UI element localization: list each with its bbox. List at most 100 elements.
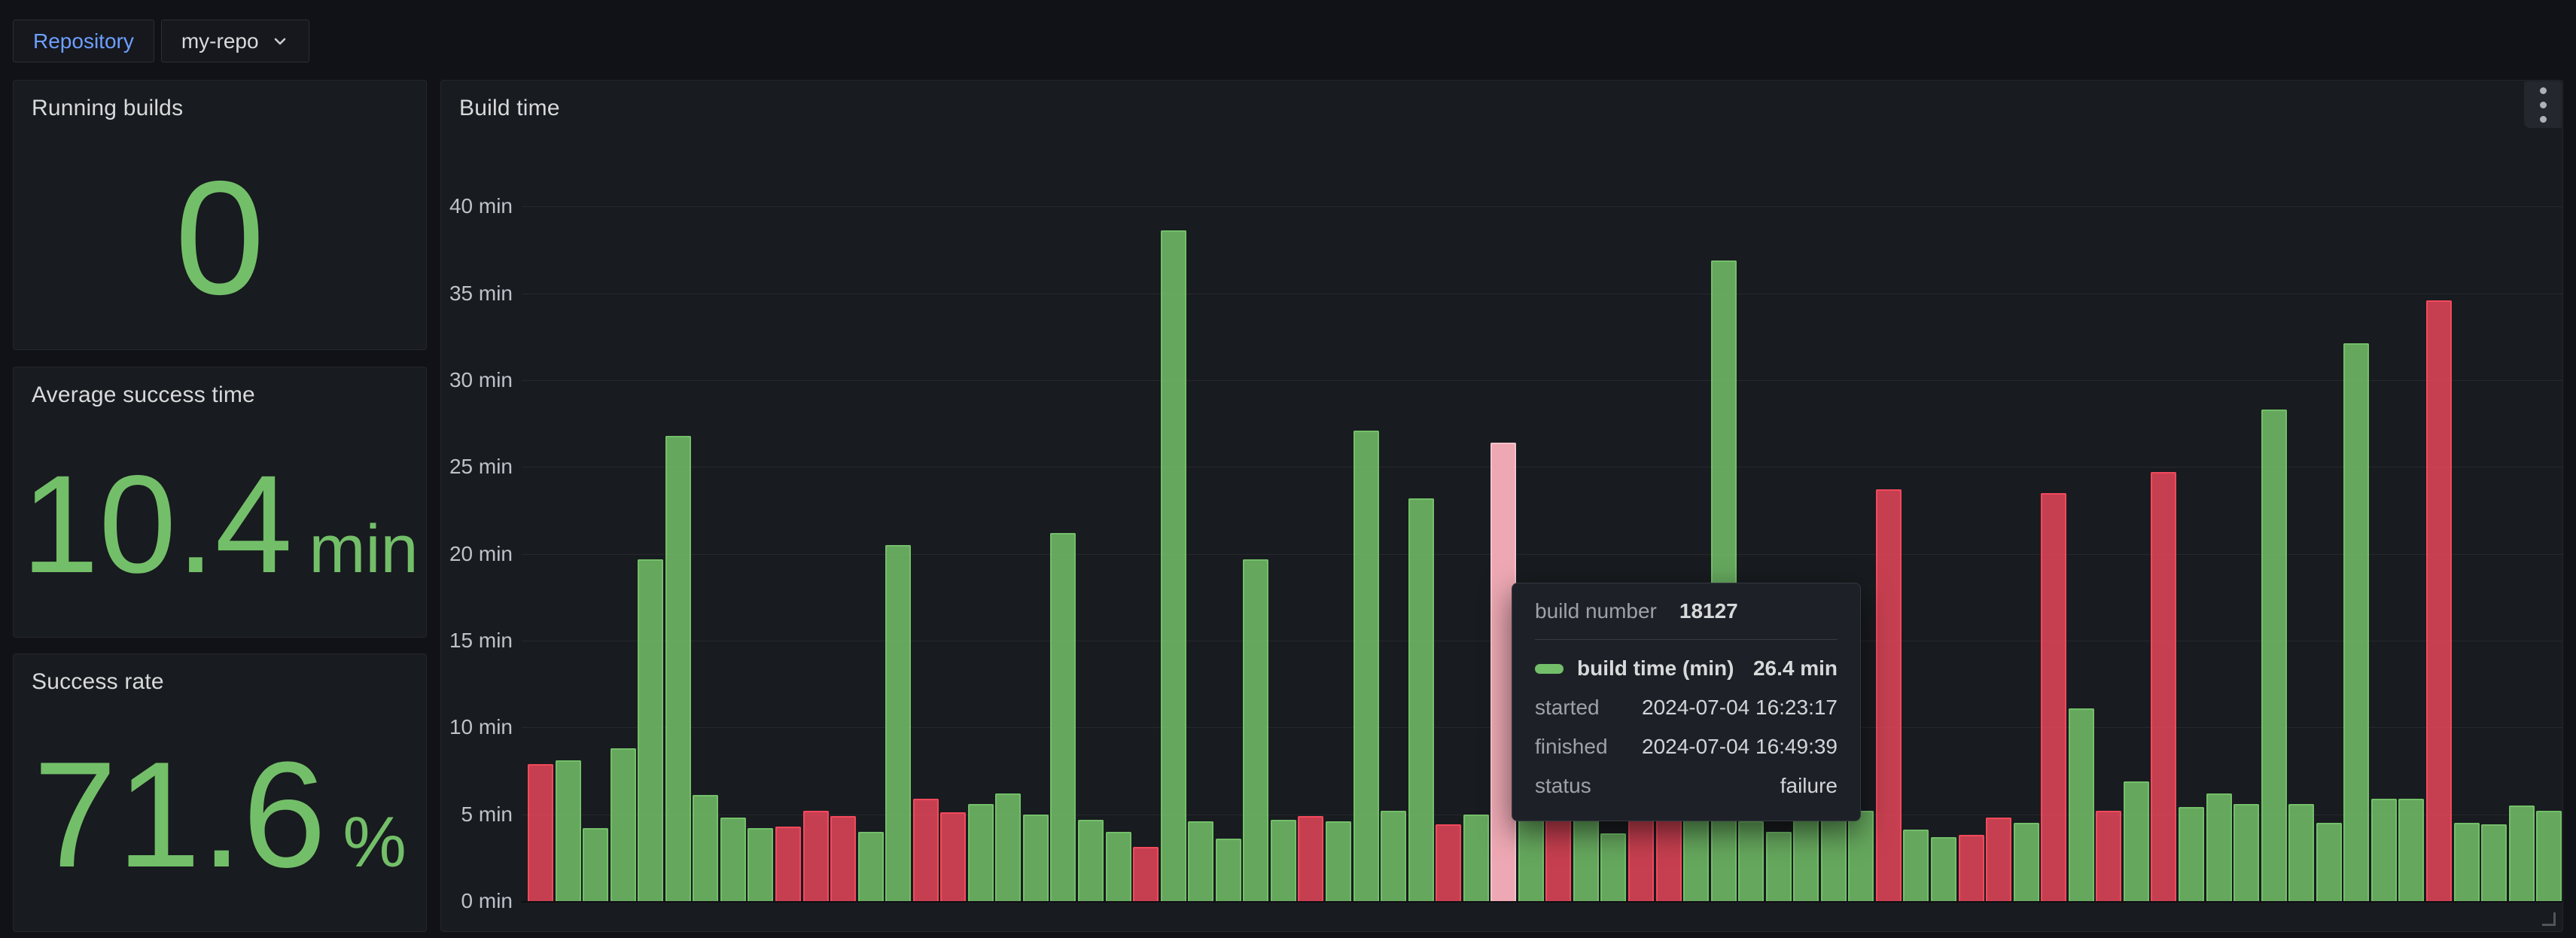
bar[interactable] (720, 818, 746, 901)
bar[interactable] (803, 811, 829, 901)
bar[interactable] (2206, 793, 2232, 901)
series-color-swatch (1535, 663, 1564, 674)
bar[interactable] (1573, 818, 1599, 901)
y-axis-tick-label: 0 min (461, 889, 513, 912)
bar[interactable] (583, 828, 608, 901)
tooltip-row-value: 2024-07-04 16:49:39 (1642, 735, 1838, 758)
bar[interactable] (2316, 823, 2342, 901)
bar[interactable] (885, 545, 911, 901)
bar[interactable] (2261, 410, 2287, 901)
bar[interactable] (2509, 806, 2535, 901)
tooltip-row-finished: finished 2024-07-04 16:49:39 (1535, 727, 1838, 766)
bar[interactable] (1518, 818, 1544, 901)
bar[interactable] (1271, 820, 1296, 901)
bar[interactable] (1876, 489, 1902, 901)
bar[interactable] (1078, 820, 1104, 901)
repository-select[interactable]: my-repo (160, 20, 309, 62)
bar[interactable] (1545, 818, 1571, 901)
panel-title: Success rate (32, 669, 164, 694)
bar[interactable] (1353, 431, 1379, 901)
bar[interactable] (2041, 493, 2066, 901)
bar[interactable] (1381, 811, 1406, 901)
chart-tooltip: build number 18127 build time (min) 26.4… (1512, 583, 1861, 821)
bar[interactable] (528, 764, 553, 901)
bar[interactable] (968, 804, 994, 901)
bar[interactable] (2014, 823, 2039, 901)
bar[interactable] (1161, 230, 1186, 901)
bar[interactable] (1436, 824, 1461, 901)
bar[interactable] (2233, 804, 2259, 901)
bar[interactable] (1959, 835, 1984, 901)
bar[interactable] (556, 760, 581, 901)
bar[interactable] (2398, 799, 2424, 901)
y-axis-tick-label: 35 min (449, 282, 513, 305)
bar[interactable] (1683, 818, 1709, 901)
bar[interactable] (1628, 818, 1654, 901)
bar[interactable] (1463, 815, 1489, 901)
bar[interactable] (665, 436, 691, 901)
bar[interactable] (2536, 811, 2562, 901)
panel-running-builds: Running builds 0 (13, 80, 427, 350)
panel-resize-handle[interactable] (2542, 912, 2556, 926)
bar[interactable] (995, 793, 1021, 901)
chevron-down-icon (274, 38, 285, 44)
bar[interactable] (1986, 818, 2011, 901)
bar[interactable] (1243, 559, 1268, 901)
tooltip-row-label: finished (1535, 735, 1608, 758)
bar[interactable] (2426, 300, 2452, 901)
bar[interactable] (2481, 824, 2507, 901)
bar[interactable] (830, 816, 856, 901)
bar[interactable] (1326, 821, 1351, 901)
bar[interactable] (748, 828, 773, 901)
kebab-menu-icon (2539, 87, 2547, 123)
bar[interactable] (1931, 837, 1956, 901)
bar[interactable] (1656, 820, 1682, 901)
y-axis-tick-label: 5 min (461, 802, 513, 826)
bar[interactable] (1133, 847, 1159, 901)
tooltip-series-value: 26.4 min (1752, 656, 1838, 680)
panel-build-time: Build time 0 min 5 min 10 min 15 min 20 min 2… (440, 80, 2563, 932)
bar[interactable] (2096, 811, 2121, 901)
bar[interactable] (2069, 708, 2094, 901)
tooltip-row-label: started (1535, 696, 1600, 719)
bar[interactable] (611, 748, 636, 901)
panel-menu-button[interactable] (2524, 81, 2562, 128)
bar[interactable] (913, 799, 939, 901)
bar[interactable] (1766, 832, 1792, 901)
bar[interactable] (1738, 821, 1764, 901)
bar[interactable] (1408, 498, 1434, 901)
tooltip-header-label: build number (1535, 599, 1657, 623)
bar[interactable] (2288, 804, 2314, 901)
panel-title: Average success time (32, 382, 255, 407)
y-axis-tick-label: 25 min (449, 455, 513, 478)
bar[interactable] (2151, 472, 2176, 901)
bar[interactable] (2371, 799, 2397, 901)
bar[interactable] (1821, 818, 1847, 901)
stat-value-area: 0 (14, 133, 426, 342)
panel-average-success-time: Average success time 10.4 min (13, 367, 427, 638)
bar[interactable] (2179, 807, 2204, 901)
bar[interactable] (858, 832, 884, 901)
bar[interactable] (1106, 832, 1131, 901)
bar[interactable] (1298, 816, 1323, 901)
bar[interactable] (1600, 833, 1626, 901)
bar[interactable] (1023, 815, 1049, 901)
stat-value: 0 (175, 147, 265, 328)
variable-bar: Repository my-repo (13, 20, 309, 62)
bar[interactable] (1903, 830, 1929, 901)
bar[interactable] (638, 559, 663, 901)
bar[interactable] (1216, 839, 1241, 901)
bar[interactable] (693, 795, 718, 901)
bar[interactable] (775, 827, 801, 901)
bar[interactable] (1188, 821, 1213, 901)
bar[interactable] (1793, 820, 1819, 901)
bar[interactable] (940, 812, 966, 901)
stat-value: 71.6 (33, 731, 327, 899)
gridline (522, 380, 2562, 381)
bar[interactable] (1848, 811, 1874, 901)
bar[interactable] (1050, 533, 1076, 901)
bar[interactable] (2454, 823, 2480, 901)
panel-title: Build time (459, 96, 560, 120)
bar[interactable] (2343, 343, 2369, 901)
bar[interactable] (2124, 781, 2149, 901)
